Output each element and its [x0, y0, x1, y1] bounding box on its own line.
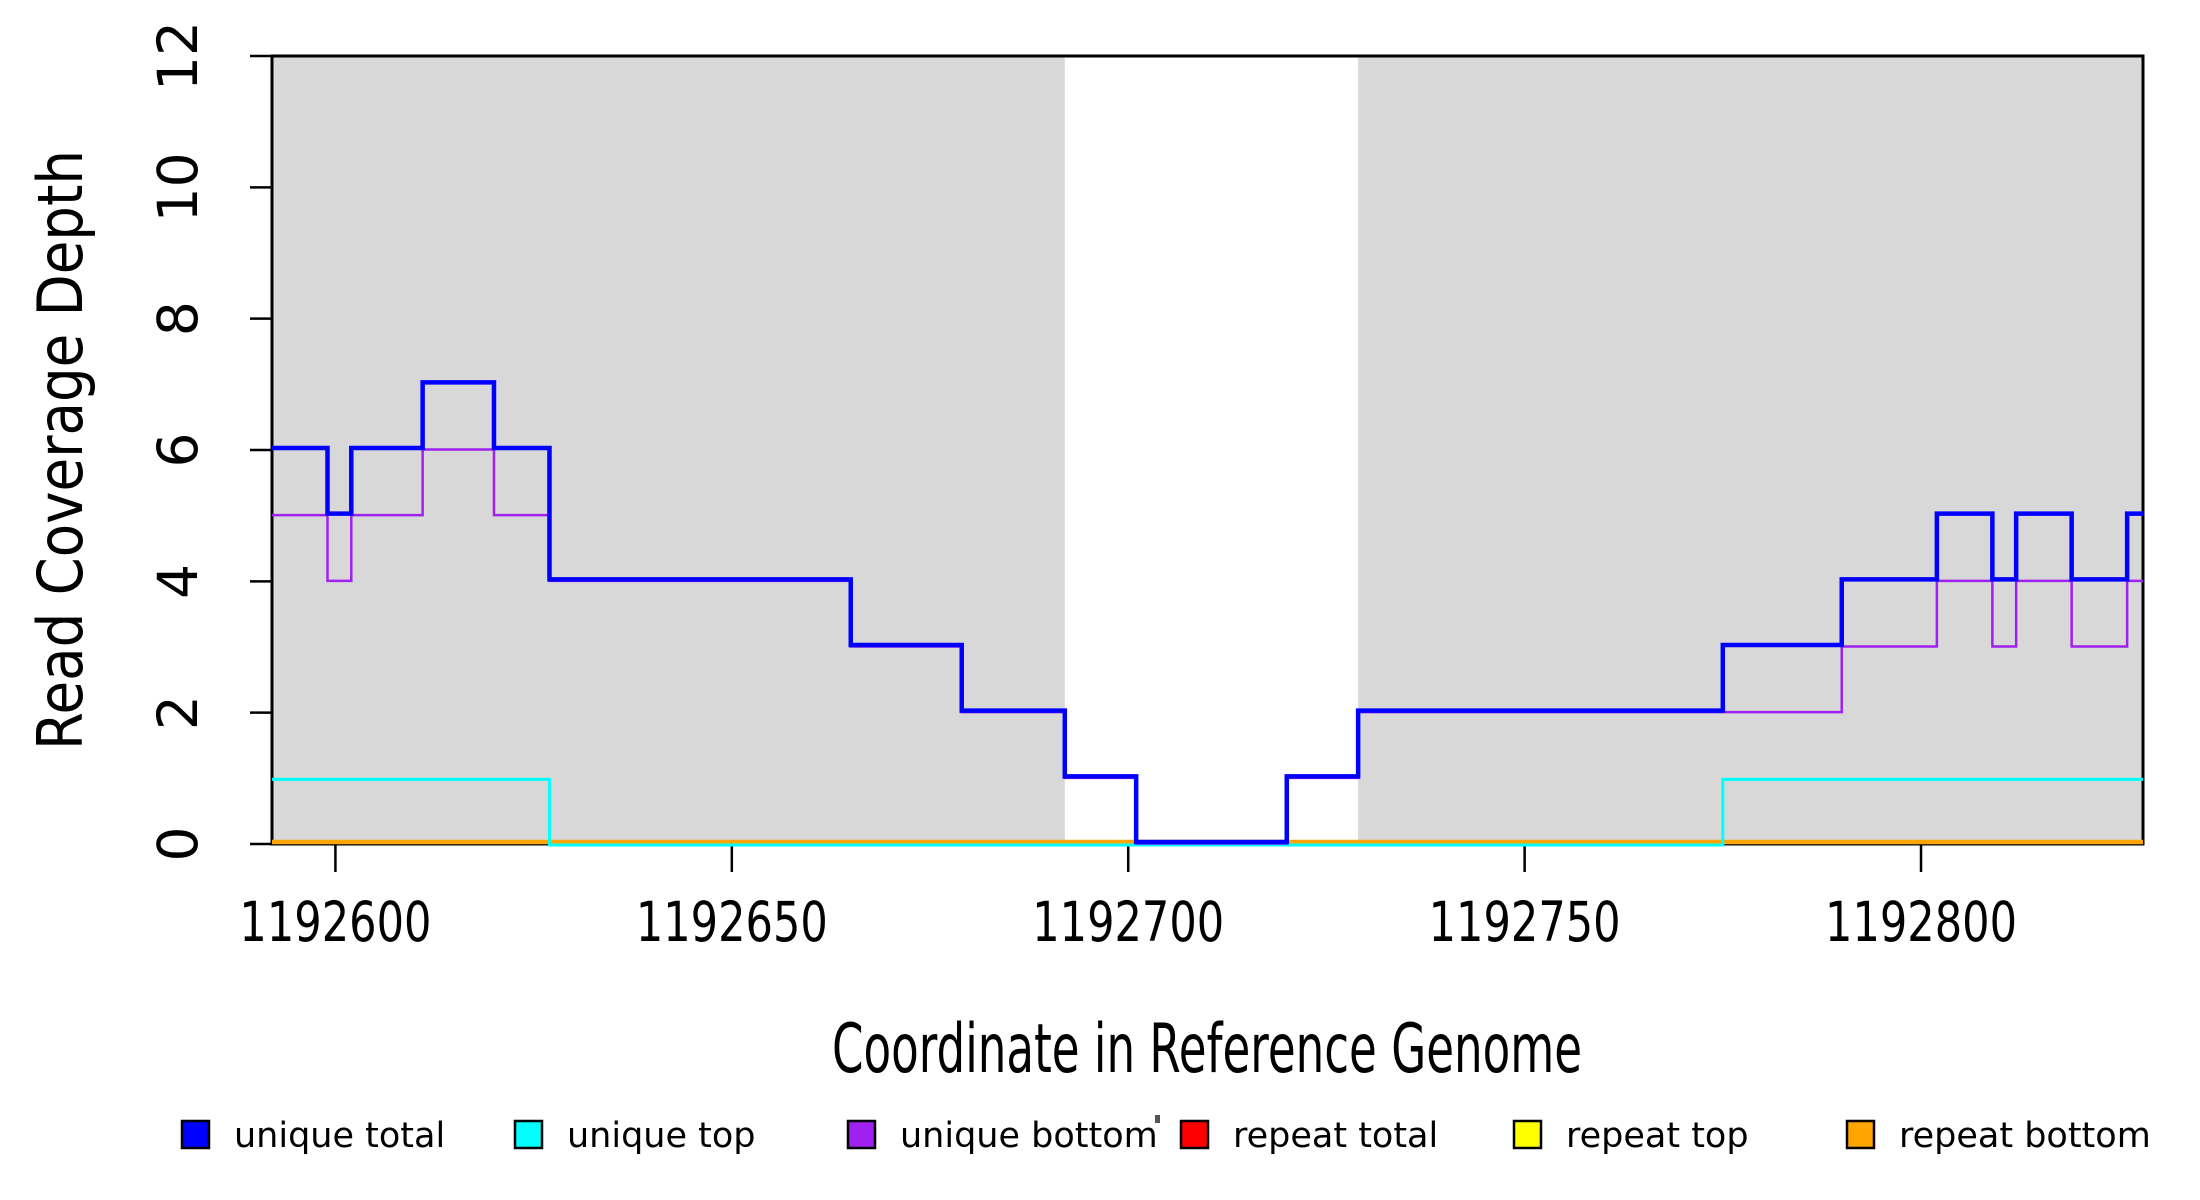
y-tick-label: 6: [146, 433, 210, 468]
legend-swatch-unique-total: [180, 1119, 211, 1150]
legend-label-unique-top: unique top: [567, 1116, 756, 1156]
y-tick-label: 0: [146, 827, 210, 862]
legend-swatch-unique-top: [513, 1119, 544, 1150]
legend-label-unique-total: unique total: [234, 1116, 445, 1156]
legend-label-repeat-top: repeat top: [1566, 1116, 1749, 1156]
x-tick-label: 1192600: [239, 890, 431, 954]
stray-mark: [1155, 1115, 1160, 1123]
series-line-unique-total: [272, 380, 2143, 845]
y-tick-label: 4: [146, 564, 210, 599]
x-tick-label: 1192700: [1032, 890, 1224, 954]
shaded-region: [1358, 56, 2143, 844]
y-tick-label: 2: [146, 695, 210, 730]
legend-swatch-unique-bottom: [846, 1119, 877, 1150]
legend-label-repeat-total: repeat total: [1233, 1116, 1438, 1156]
y-tick-label: 10: [146, 152, 210, 222]
legend: unique total unique top unique bottom repea…: [180, 1116, 2151, 1156]
legend-label-unique-bottom: unique bottom: [900, 1116, 1158, 1156]
series-line-unique-top: [272, 777, 2143, 847]
axes: 1192600 1192650 1192700 1192750 1192800 0 2 4 6 8…: [146, 21, 2017, 954]
legend-label-repeat-bottom: repeat bottom: [1899, 1116, 2151, 1156]
legend-swatch-repeat-top: [1512, 1119, 1543, 1150]
y-axis-title: Read Coverage Depth: [24, 150, 97, 750]
x-tick-label: 1192650: [636, 890, 828, 954]
y-tick-label: 12: [146, 21, 210, 91]
x-tick-label: 1192750: [1429, 890, 1621, 954]
x-tick-label: 1192800: [1825, 890, 2017, 954]
legend-swatch-repeat-bottom: [1845, 1119, 1876, 1150]
legend-swatch-repeat-total: [1179, 1119, 1210, 1150]
panel-shading: [272, 56, 2143, 844]
series-lines: [272, 380, 2143, 847]
y-tick-label: 8: [146, 301, 210, 336]
x-axis-title: Coordinate in Reference Genome: [832, 1010, 1582, 1089]
